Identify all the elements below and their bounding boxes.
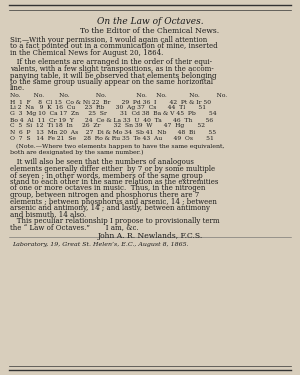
- Text: stand to each other in the same relation as the extremities: stand to each other in the same relation…: [10, 178, 218, 186]
- Text: It will also be seen that the numbers of analogous: It will also be seen that the numbers of…: [10, 159, 194, 166]
- Text: both are designated by the same number.): both are designated by the same number.): [10, 150, 143, 155]
- Text: arsenic and antimony, 14 ; and lastly, between antimony: arsenic and antimony, 14 ; and lastly, b…: [10, 204, 210, 212]
- Text: of one or more octaves in music.  Thus, in the nitrogen: of one or more octaves in music. Thus, i…: [10, 184, 206, 192]
- Text: Sir,—With your permission, I would again call attention: Sir,—With your permission, I would again…: [10, 36, 207, 44]
- Text: to the same group usually appear on the same horizontal: to the same group usually appear on the …: [10, 78, 213, 86]
- Text: of seven ; in other words, members of the same group: of seven ; in other words, members of th…: [10, 171, 203, 180]
- Text: H  1  F    8  Cl 15  Co & Ni 22  Br      29  Pd 36  I       42  Pt & Ir 50: H 1 F 8 Cl 15 Co & Ni 22 Br 29 Pd 36 I 4…: [10, 99, 211, 105]
- Text: No.       No.        No.              No.                No.     No.            : No. No. No. No. No. No.: [10, 93, 227, 98]
- Text: elements ; between phosphorus and arsenic, 14 ; between: elements ; between phosphorus and arseni…: [10, 198, 217, 206]
- Text: If the elements are arranged in the order of their equi-: If the elements are arranged in the orde…: [10, 58, 212, 66]
- Text: This peculiar relationship I propose to provisionally term: This peculiar relationship I propose to …: [10, 217, 220, 225]
- Text: Laboratory, 19, Great St. Helen’s, E.C., August 8, 1865.: Laboratory, 19, Great St. Helen’s, E.C.,…: [12, 242, 189, 247]
- Text: panying table, it will be observed that elements belonging: panying table, it will be observed that …: [10, 72, 217, 80]
- Text: Li 2  Na   9  K  16  Cu     23  Rb      30  Ag 37  Cs      44  Tl       51: Li 2 Na 9 K 16 Cu 23 Rb 30 Ag 37 Cs 44 T…: [10, 105, 206, 111]
- Text: in the Chemical News for August 20, 1864.: in the Chemical News for August 20, 1864…: [10, 49, 164, 57]
- Text: valents, with a few slight transpositions, as in the accom-: valents, with a few slight transposition…: [10, 65, 214, 73]
- Text: line.: line.: [10, 84, 25, 93]
- Text: John A. R. Newlands, F.C.S.: John A. R. Newlands, F.C.S.: [98, 232, 202, 240]
- Text: N  6  P   13  Mn 20  As    27  Di & Mo 34  Sb 41  Nb      48  Bi       55: N 6 P 13 Mn 20 As 27 Di & Mo 34 Sb 41 Nb…: [10, 129, 216, 135]
- Text: to a fact pointed out in a communication of mine, inserted: to a fact pointed out in a communication…: [10, 42, 218, 51]
- Text: (Note.—Where two elements happen to have the same equivalent,: (Note.—Where two elements happen to have…: [10, 144, 224, 149]
- Text: Bo 4  Al  11  Cr 19  Y      24  Ce & La 33  U  40  Ta      46  Th       56: Bo 4 Al 11 Cr 19 Y 24 Ce & La 33 U 40 Ta…: [10, 117, 213, 123]
- Text: the “ Law of Octaves.”       I am, &c.: the “ Law of Octaves.” I am, &c.: [10, 224, 139, 231]
- Text: C  5  Si  12  Ti 18  In     26  Zr       32  Sn 39  W      47  Hg       52: C 5 Si 12 Ti 18 In 26 Zr 32 Sn 39 W 47 H…: [10, 123, 205, 129]
- Text: To the Editor of the Chemical News.: To the Editor of the Chemical News.: [80, 27, 220, 35]
- Text: group, between nitrogen and phosphorus there are 7: group, between nitrogen and phosphorus t…: [10, 191, 199, 199]
- Text: elements generally differ either  by 7 or by some multiple: elements generally differ either by 7 or…: [10, 165, 215, 173]
- Text: On the Law of Octaves.: On the Law of Octaves.: [97, 17, 203, 26]
- Text: O  7  S   14  Fe 21  Se    28  Ro & Ru 35  Te 43  Au      49  Os       51: O 7 S 14 Fe 21 Se 28 Ro & Ru 35 Te 43 Au…: [10, 135, 214, 141]
- Text: and bismuth, 14 also.: and bismuth, 14 also.: [10, 210, 86, 219]
- Text: G  3  Mg 10  Ca 17  Zn     25  Sr       31  Cd 38  Ba & V 45  Pb       54: G 3 Mg 10 Ca 17 Zn 25 Sr 31 Cd 38 Ba & V…: [10, 111, 217, 117]
